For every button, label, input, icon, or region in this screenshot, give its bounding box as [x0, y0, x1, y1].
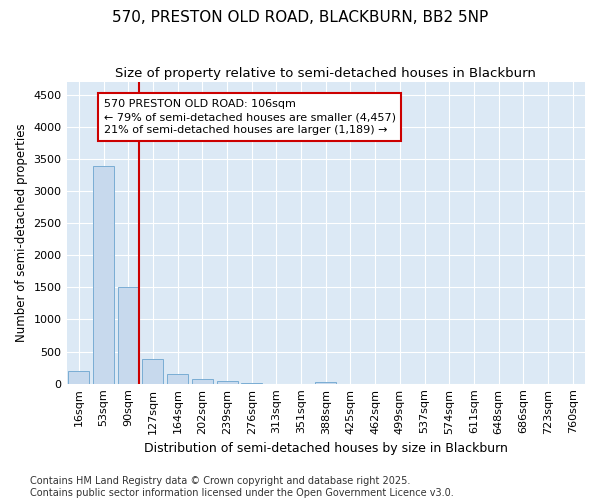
Bar [167, 374, 188, 384]
X-axis label: Distribution of semi-detached houses by size in Blackburn: Distribution of semi-detached houses by … [144, 442, 508, 455]
Title: Size of property relative to semi-detached houses in Blackburn: Size of property relative to semi-detach… [115, 68, 536, 80]
Text: 570 PRESTON OLD ROAD: 106sqm
← 79% of semi-detached houses are smaller (4,457)
2: 570 PRESTON OLD ROAD: 106sqm ← 79% of se… [104, 99, 395, 136]
Bar [241, 383, 262, 384]
Bar [118, 288, 139, 384]
Bar [142, 358, 163, 384]
Y-axis label: Number of semi-detached properties: Number of semi-detached properties [15, 124, 28, 342]
Bar [93, 166, 114, 384]
Bar [68, 371, 89, 384]
Bar [192, 378, 213, 384]
Text: Contains HM Land Registry data © Crown copyright and database right 2025.
Contai: Contains HM Land Registry data © Crown c… [30, 476, 454, 498]
Bar [217, 381, 238, 384]
Text: 570, PRESTON OLD ROAD, BLACKBURN, BB2 5NP: 570, PRESTON OLD ROAD, BLACKBURN, BB2 5N… [112, 10, 488, 25]
Bar [315, 382, 336, 384]
